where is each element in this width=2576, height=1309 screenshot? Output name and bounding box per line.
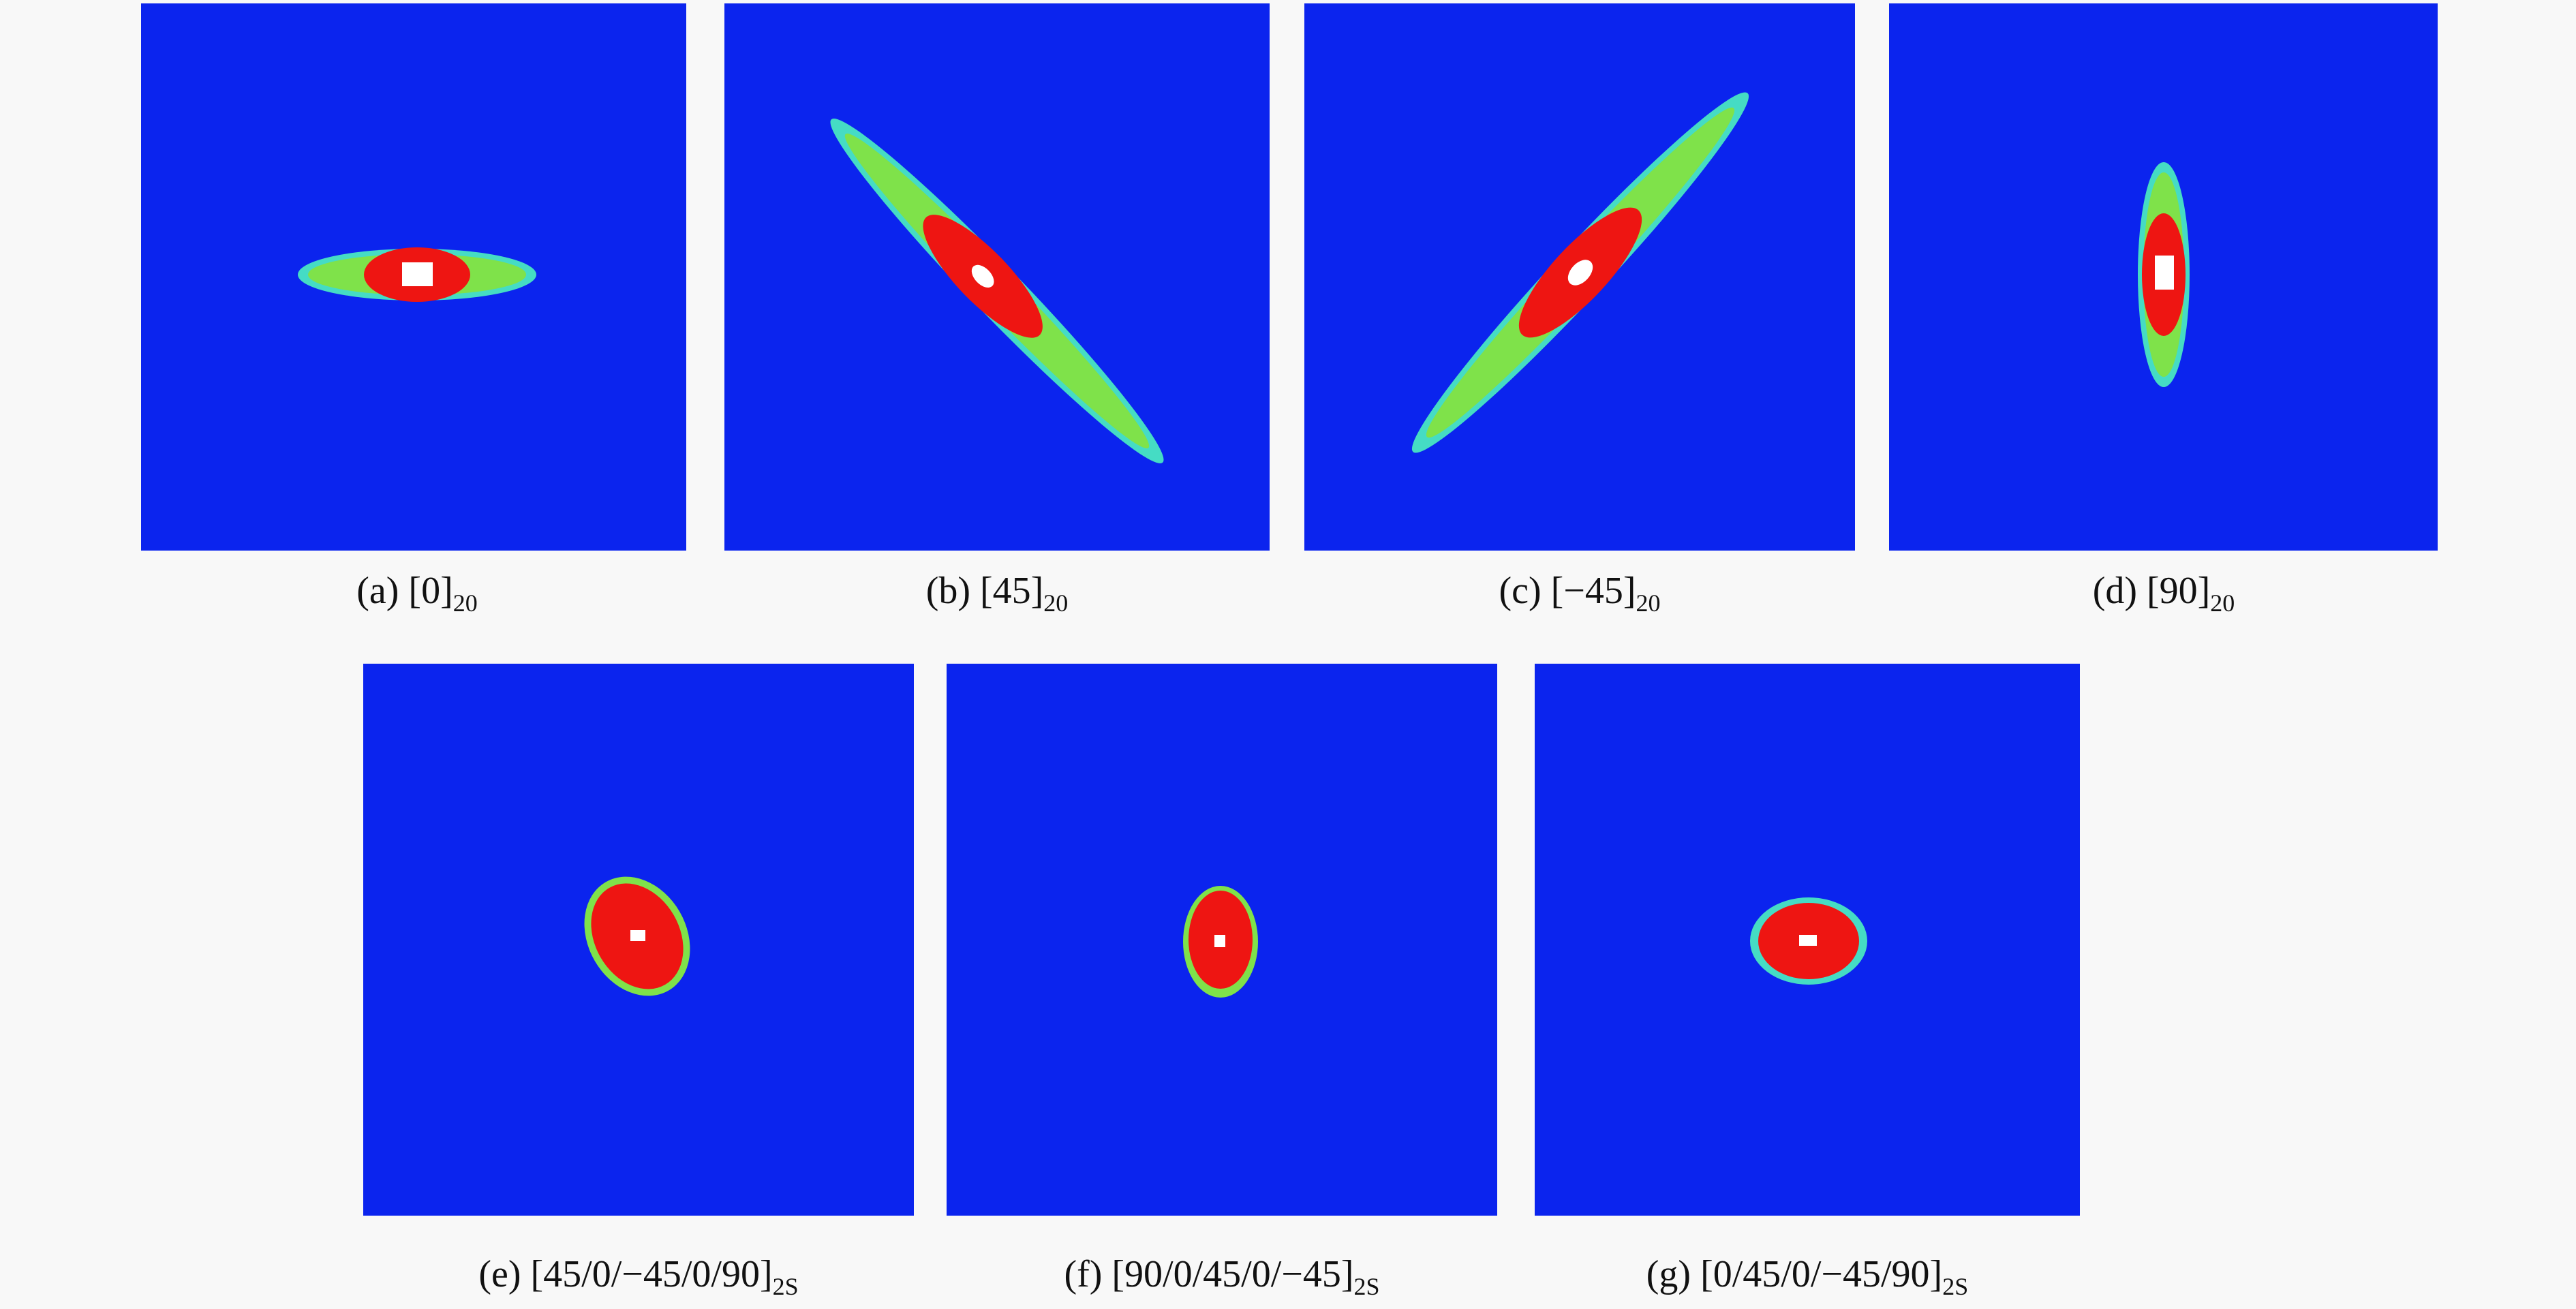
caption-subscript: 2S [773,1273,799,1300]
damage-center [2155,256,2174,290]
panel-c [1304,3,1855,551]
caption: (d) [90]20 [2093,570,2235,617]
caption-subscript: 20 [2210,589,2235,617]
panel-d [1889,3,2438,551]
panel-e [363,664,914,1216]
caption-label: (a) [0] [356,570,453,612]
panel-f [947,664,1497,1216]
caption: (c) [−45]20 [1499,570,1660,617]
damage-center [1567,260,1593,286]
caption-label: (e) [45/0/−45/0/90] [478,1253,772,1295]
caption-subscript: 20 [1636,589,1661,617]
caption-label: (f) [90/0/45/0/−45] [1064,1253,1353,1295]
caption-label: (b) [45] [926,570,1044,612]
caption-subscript: 20 [1043,589,1068,617]
damage-center [630,930,645,941]
caption-subscript: 2S [1354,1273,1380,1300]
caption-label: (g) [0/45/0/−45/90] [1646,1253,1942,1295]
caption: (e) [45/0/−45/0/90]2S [478,1253,798,1300]
caption: (b) [45]20 [926,570,1069,617]
damage-center [402,262,433,286]
caption-label: (c) [−45] [1499,570,1636,612]
caption: (g) [0/45/0/−45/90]2S [1646,1253,1968,1300]
caption-label: (d) [90] [2093,570,2211,612]
panel-g [1535,664,2080,1216]
caption: (f) [90/0/45/0/−45]2S [1064,1253,1379,1300]
panel-b [724,3,1270,551]
damage-center [971,264,994,288]
panel-a [141,3,686,551]
caption: (a) [0]20 [356,570,477,617]
damage-center [1214,935,1225,947]
caption-subscript: 2S [1942,1273,1968,1300]
caption-subscript: 20 [453,589,478,617]
damage-center [1799,935,1817,946]
